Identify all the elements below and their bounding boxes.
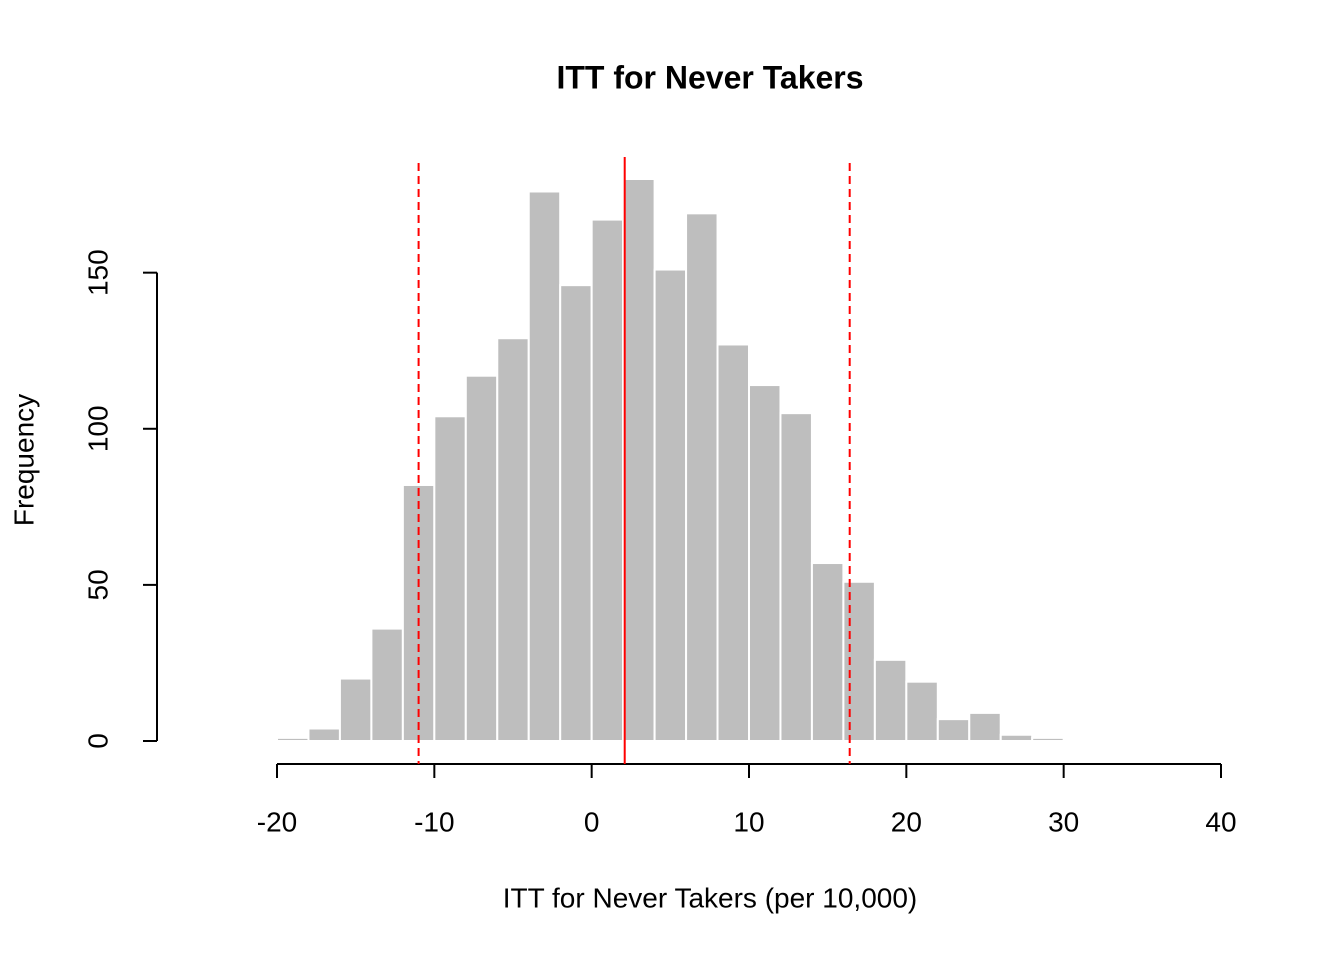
y-tick-label: 0 [82,733,113,749]
bar [779,412,813,742]
bar [622,178,656,742]
bar [370,627,404,742]
bar [338,677,373,742]
y-axis-label: Frequency [8,394,39,526]
chart-title: ITT for Never Takers [556,59,863,95]
x-tick-label: 0 [584,806,600,837]
bar [496,337,530,742]
bar [464,374,499,742]
bar [936,718,971,743]
x-tick-label: 10 [733,806,764,837]
bar [1031,736,1065,743]
x-tick-label: 20 [891,806,922,837]
bar [810,562,845,742]
bar [433,415,467,742]
bar [307,727,341,742]
bar [685,212,719,743]
bar [527,190,562,742]
y-tick-label: 100 [82,405,113,452]
y-tick-label: 50 [82,569,113,600]
bar [748,384,782,742]
bar [276,736,310,743]
x-tick-label: -10 [414,806,454,837]
bar [653,268,688,742]
bar [716,343,750,742]
x-tick-label: 30 [1048,806,1079,837]
x-tick-label: -20 [257,806,297,837]
y-tick-label: 150 [82,249,113,296]
bar [590,218,625,743]
bar [968,711,1002,743]
x-axis-label: ITT for Never Takers (per 10,000) [503,882,917,913]
bar [999,733,1034,742]
bar [905,680,939,743]
x-tick-label: 40 [1205,806,1236,837]
bar [559,284,593,742]
bar [873,658,908,742]
bar [842,580,876,742]
